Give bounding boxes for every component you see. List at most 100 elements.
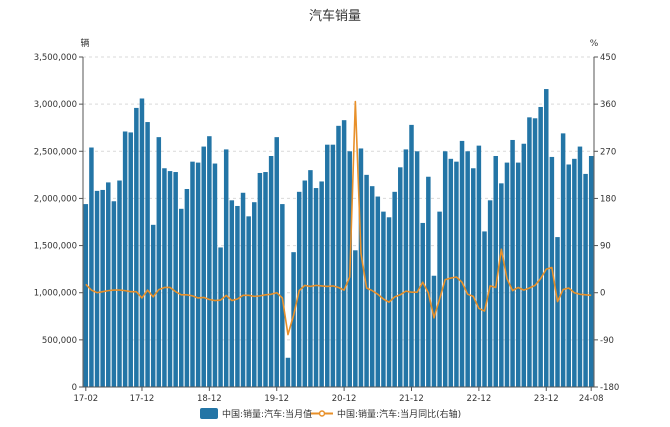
bar xyxy=(257,172,263,387)
right-tick-label: 360 xyxy=(600,100,616,110)
bar xyxy=(544,89,549,388)
bar xyxy=(442,151,448,387)
bar xyxy=(493,156,498,387)
bar xyxy=(195,162,201,387)
bar xyxy=(268,156,274,387)
legend: 中国:销量:汽车:当月值 中国:销量:汽车:当月同比(右轴) xyxy=(200,408,461,420)
bar xyxy=(229,200,235,387)
bar xyxy=(308,170,313,387)
bar xyxy=(167,171,173,387)
right-tick-label: -180 xyxy=(600,383,619,393)
bar xyxy=(285,357,291,387)
left-tick-label: 3,000,000 xyxy=(34,100,77,110)
left-tick-label: 0 xyxy=(72,383,77,393)
bar xyxy=(476,145,482,387)
bar xyxy=(538,106,543,387)
bar xyxy=(577,146,583,387)
bar xyxy=(403,149,409,387)
bar xyxy=(375,196,381,387)
bar xyxy=(572,158,577,387)
bar xyxy=(302,180,308,387)
x-tick-label: 23-12 xyxy=(534,394,559,404)
bar xyxy=(465,151,470,387)
bar xyxy=(207,136,212,387)
bar xyxy=(190,161,195,387)
bar xyxy=(94,190,100,387)
bar xyxy=(358,148,364,387)
bar xyxy=(454,161,459,387)
x-tick-label: 22-12 xyxy=(467,394,492,404)
bar-series xyxy=(83,89,594,388)
bar xyxy=(145,122,150,388)
bar xyxy=(218,247,223,387)
bar xyxy=(128,132,133,387)
bar xyxy=(246,216,251,387)
right-axis-ticks: -180 -90 0 90 180 270 360 450 xyxy=(594,53,619,393)
right-tick-label: -90 xyxy=(600,336,614,346)
bar xyxy=(583,173,588,387)
right-tick-label: 450 xyxy=(600,53,616,63)
bar xyxy=(448,158,454,387)
left-tick-label: 2,000,000 xyxy=(34,194,77,204)
bar xyxy=(527,117,532,387)
left-tick-label: 500,000 xyxy=(42,336,77,346)
bar xyxy=(139,98,145,387)
bar xyxy=(510,139,515,387)
bar xyxy=(588,156,594,387)
bar xyxy=(420,222,425,387)
bar xyxy=(330,144,336,387)
legend-line-marker xyxy=(318,410,326,417)
bar xyxy=(341,120,347,388)
bar xyxy=(201,146,206,387)
left-tick-label: 1,000,000 xyxy=(34,289,77,299)
bar xyxy=(499,183,504,387)
bar xyxy=(566,164,571,387)
bar xyxy=(560,133,566,387)
bar xyxy=(252,202,257,387)
bar xyxy=(156,137,162,387)
axes xyxy=(82,57,595,388)
bar xyxy=(179,208,184,387)
bar xyxy=(184,189,190,387)
bar xyxy=(487,200,493,387)
bar xyxy=(555,237,560,387)
bar xyxy=(122,131,128,387)
bar xyxy=(162,168,167,387)
bar xyxy=(106,182,111,387)
chart-title: 汽车销量 xyxy=(309,8,361,24)
bar xyxy=(89,147,94,387)
bar xyxy=(319,181,324,387)
x-tick-label: 17-12 xyxy=(130,394,155,404)
bar xyxy=(409,124,414,387)
bar xyxy=(100,189,105,387)
bar xyxy=(414,151,420,387)
bar xyxy=(212,163,218,387)
bar xyxy=(426,176,431,387)
x-tick-label: 21-12 xyxy=(399,394,424,404)
right-tick-label: 180 xyxy=(600,194,616,204)
x-axis-ticks: 17-02 17-12 18-12 19-12 20-12 21-12 22-12 23-12… xyxy=(73,387,604,404)
bar xyxy=(83,204,89,387)
bar xyxy=(325,144,330,387)
bar xyxy=(111,201,117,387)
left-axis-unit: 辆 xyxy=(80,37,89,49)
bar xyxy=(274,137,279,387)
bar xyxy=(392,191,397,387)
bar xyxy=(173,172,178,387)
x-tick-label: 24-08 xyxy=(579,394,604,404)
bar xyxy=(398,167,403,387)
bar xyxy=(459,140,465,387)
left-axis-ticks: 0 500,000 1,000,000 1,500,000 2,000,000 2,500… xyxy=(34,53,83,393)
bar xyxy=(117,180,122,387)
bar xyxy=(364,174,369,387)
bar xyxy=(235,205,240,387)
bar xyxy=(353,250,358,387)
bar xyxy=(471,168,476,387)
bar xyxy=(515,162,521,387)
right-tick-label: 0 xyxy=(600,289,605,299)
left-tick-label: 1,500,000 xyxy=(34,242,77,252)
bar xyxy=(313,188,319,387)
right-tick-label: 270 xyxy=(600,147,616,157)
yoy-line-series xyxy=(85,100,592,336)
bar xyxy=(240,192,246,387)
